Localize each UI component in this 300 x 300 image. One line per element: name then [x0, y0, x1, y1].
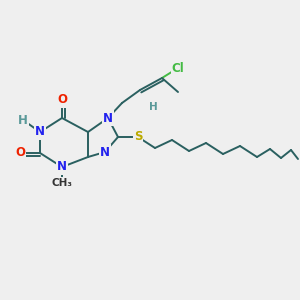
Text: O: O: [57, 94, 67, 106]
Text: Cl: Cl: [172, 61, 184, 74]
Text: N: N: [57, 160, 67, 173]
Text: N: N: [103, 112, 113, 124]
Text: H: H: [148, 102, 158, 112]
Text: N: N: [35, 125, 45, 139]
Text: N: N: [100, 146, 110, 158]
Text: O: O: [15, 146, 25, 160]
Text: CH₃: CH₃: [52, 178, 73, 188]
Text: S: S: [134, 130, 142, 143]
Text: H: H: [18, 113, 28, 127]
